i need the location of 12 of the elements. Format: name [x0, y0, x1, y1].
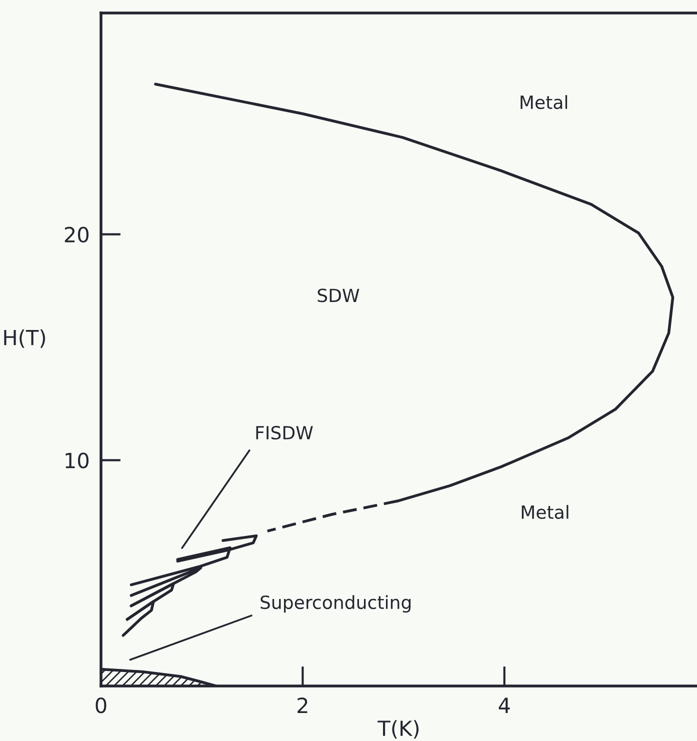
annotation: Superconducting: [260, 595, 411, 613]
annotation: Metal: [522, 504, 568, 519]
y-tick-label: 20: [64, 226, 89, 243]
x-tick-label: 0: [96, 697, 106, 714]
x-axis-title: T(K): [378, 720, 419, 739]
annotation: Metal: [520, 95, 568, 110]
x-tick-label: 4: [498, 698, 510, 713]
x-tick-label: 2: [298, 697, 308, 713]
y-tick-label: 10: [66, 452, 89, 468]
y-axis-title: H(T): [4, 329, 46, 348]
annotation: FISDW: [256, 426, 313, 440]
annotation: SDW: [318, 288, 360, 302]
